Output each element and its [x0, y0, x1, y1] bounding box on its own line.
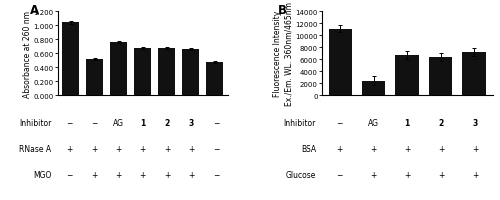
Text: MGO: MGO [33, 171, 52, 179]
Bar [396, 56, 419, 96]
Text: +: + [164, 171, 170, 179]
Text: −: − [212, 145, 219, 153]
Text: +: + [438, 171, 444, 179]
Text: Inhibitor: Inhibitor [19, 119, 52, 127]
Text: −: − [91, 119, 97, 127]
Bar [62, 23, 79, 96]
Text: RNase A: RNase A [20, 145, 52, 153]
Y-axis label: Absorbance at 260 nm: Absorbance at 260 nm [22, 11, 32, 97]
Text: +: + [164, 145, 170, 153]
Text: +: + [140, 145, 146, 153]
Text: −: − [212, 119, 219, 127]
Text: +: + [91, 171, 97, 179]
Text: −: − [336, 119, 342, 127]
Text: 3: 3 [189, 119, 194, 127]
Text: +: + [115, 171, 121, 179]
Text: A: A [30, 4, 40, 17]
Text: 2: 2 [164, 119, 170, 127]
Text: AG: AG [368, 119, 378, 127]
Text: 1: 1 [140, 119, 145, 127]
Bar [362, 81, 386, 96]
Text: +: + [438, 145, 444, 153]
Bar [134, 49, 151, 96]
Text: +: + [404, 145, 410, 153]
Y-axis label: Fluorescence Intensity
Ex./Em. WL. 360nm/465nm: Fluorescence Intensity Ex./Em. WL. 360nm… [273, 2, 294, 106]
Text: AG: AG [113, 119, 124, 127]
Text: −: − [66, 119, 73, 127]
Text: −: − [336, 171, 342, 179]
Text: BSA: BSA [301, 145, 316, 153]
Text: 2: 2 [438, 119, 444, 127]
Bar [182, 50, 200, 96]
Bar [328, 29, 352, 96]
Bar [110, 43, 127, 96]
Text: +: + [472, 171, 478, 179]
Bar [206, 63, 224, 96]
Text: −: − [66, 171, 73, 179]
Text: +: + [188, 145, 194, 153]
Text: 3: 3 [473, 119, 478, 127]
Text: +: + [472, 145, 478, 153]
Text: Glucose: Glucose [286, 171, 316, 179]
Text: +: + [140, 171, 146, 179]
Text: +: + [404, 171, 410, 179]
Text: 1: 1 [404, 119, 410, 127]
Text: B: B [278, 4, 286, 17]
Text: +: + [115, 145, 121, 153]
Text: Inhibitor: Inhibitor [284, 119, 316, 127]
Bar [429, 58, 452, 96]
Text: +: + [370, 171, 376, 179]
Text: +: + [336, 145, 342, 153]
Text: +: + [91, 145, 97, 153]
Text: +: + [66, 145, 73, 153]
Text: −: − [212, 171, 219, 179]
Text: +: + [188, 171, 194, 179]
Bar [158, 49, 175, 96]
Bar [462, 53, 486, 96]
Bar [86, 60, 103, 96]
Text: +: + [370, 145, 376, 153]
